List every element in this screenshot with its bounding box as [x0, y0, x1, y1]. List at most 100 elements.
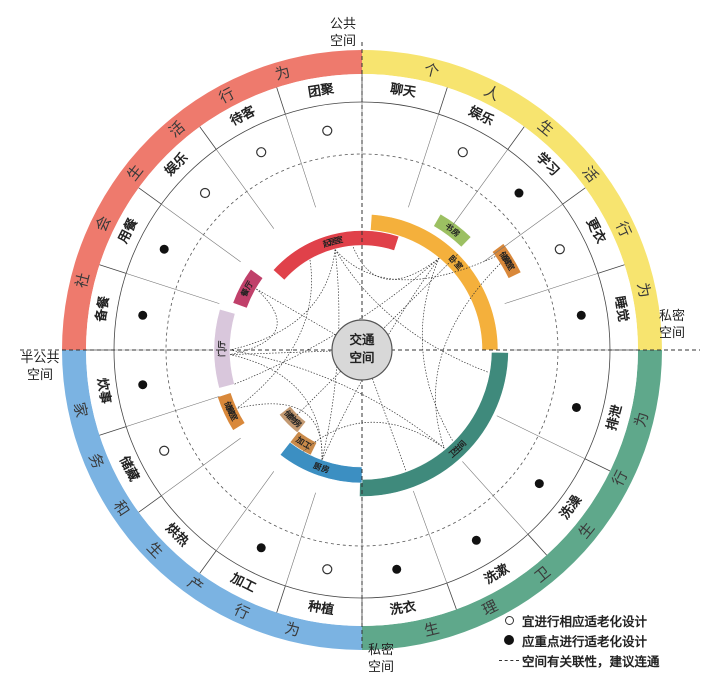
activity-divider [199, 126, 217, 150]
category-label-social-char: 社 [72, 271, 93, 290]
connection-line [234, 257, 440, 385]
room-label-char: 起 [321, 237, 334, 250]
activity-label: 种植 [306, 598, 335, 618]
category-label-personal-char: 行 [612, 219, 635, 240]
activity-divider [562, 187, 586, 205]
category-label-social-char: 行 [216, 84, 238, 107]
activity-divider [438, 87, 448, 115]
priority-marker-filled [576, 310, 586, 320]
activity-label: 备餐 [93, 294, 113, 324]
activity-spoke [462, 461, 529, 535]
priority-marker-open [554, 244, 565, 255]
activity-spoke [413, 490, 448, 584]
activity-label: 炊事 [94, 377, 114, 405]
priority-marker-filled [138, 310, 148, 320]
activity-divider [99, 264, 127, 274]
room-label-char: 房 [320, 463, 331, 475]
axis-label-bottom: 私密 空间 [367, 643, 394, 675]
room-label-char: 卫 [447, 447, 459, 459]
activity-divider [597, 264, 625, 274]
legend-text-dash: 空间有关联性，建议连通 [522, 653, 660, 669]
category-label-housework-char: 务 [85, 451, 107, 472]
category-band-hygiene [362, 350, 662, 650]
connection-line [334, 249, 489, 373]
legend-text-filled: 应重点进行适老化设计 [522, 633, 648, 649]
priority-marker-filled [256, 543, 266, 553]
activity-spoke [126, 396, 220, 427]
priority-marker-filled [392, 564, 402, 574]
priority-marker-open [322, 125, 333, 136]
activity-spoke [161, 437, 241, 497]
center-circle [331, 319, 393, 381]
activity-divider [138, 495, 162, 513]
room-arc [359, 351, 509, 497]
connection-line [422, 257, 453, 441]
room-arc [217, 392, 246, 431]
room-label-char: 室 [228, 411, 241, 423]
activity-divider [199, 550, 217, 574]
room-label-char: 室 [504, 260, 517, 272]
priority-marker-open [199, 187, 211, 199]
connection-line [352, 246, 440, 280]
axis-label-left: 半公共 空间 [20, 351, 60, 383]
activity-label: 聊天 [389, 81, 418, 101]
category-label-hygiene-char: 为 [631, 410, 652, 429]
room-label-char: 门 [216, 349, 226, 357]
open-circle-icon [504, 615, 514, 625]
filled-circle-icon [504, 635, 514, 645]
legend-text-open: 宜进行相应适老化设计 [522, 613, 648, 629]
priority-marker-open [457, 147, 468, 158]
priority-marker-filled [138, 380, 148, 390]
center-label-line1: 交通 [349, 332, 375, 347]
activity-divider [446, 582, 457, 610]
axis-label-top: 公共 空间 [329, 17, 356, 49]
connection-line [229, 349, 445, 449]
activity-divider [507, 126, 525, 150]
category-label-personal-char: 人 [481, 82, 503, 105]
room-label-char: 居 [328, 236, 338, 247]
category-label-housework-char: 为 [283, 619, 302, 640]
category-band-personal [362, 50, 662, 350]
priority-marker-filled [534, 479, 544, 489]
category-band-housework [62, 350, 362, 650]
room-arc [272, 230, 400, 281]
room-label-char: 工 [302, 440, 313, 452]
activity-divider [99, 426, 127, 436]
category-label-hygiene-char: 理 [479, 597, 500, 620]
priority-marker-open [256, 147, 267, 158]
priority-marker-filled [514, 188, 524, 198]
center-label-line2: 空间 [349, 350, 374, 365]
activity-spoke [483, 203, 563, 263]
connection-line [229, 249, 336, 351]
category-label-housework-char: 行 [231, 600, 252, 623]
room-arc [433, 213, 472, 248]
activity-spoke [449, 149, 509, 229]
connection-line [334, 249, 496, 281]
room-label-char: 厨 [312, 460, 323, 472]
priority-marker-open [159, 445, 170, 456]
dashed-line-icon [499, 659, 519, 661]
room-arc [279, 441, 363, 484]
center-node: 交通 空间 [331, 319, 393, 381]
legend-item-filled: 应重点进行适老化设计 [496, 630, 660, 650]
category-label-housework-char: 家 [70, 401, 91, 419]
legend-item-open: 宜进行相应适老化设计 [496, 610, 660, 630]
activity-spoke [496, 415, 586, 459]
category-label-personal-char: 个 [422, 60, 441, 81]
activity-label: 排泄 [603, 403, 625, 432]
room-label-char: 室 [334, 234, 344, 245]
category-label-social-char: 会 [92, 213, 115, 234]
activity-divider [276, 87, 286, 115]
activity-divider [138, 187, 162, 205]
activity-spoke [408, 114, 439, 208]
activity-spoke [215, 149, 275, 229]
category-label-hygiene-char: 行 [609, 467, 632, 488]
activity-spoke [285, 114, 316, 208]
activity-divider [276, 585, 286, 613]
category-band-social [62, 50, 362, 350]
priority-marker-open [322, 564, 333, 575]
room-label-char: 厅 [217, 340, 226, 348]
activity-spoke [504, 273, 598, 304]
